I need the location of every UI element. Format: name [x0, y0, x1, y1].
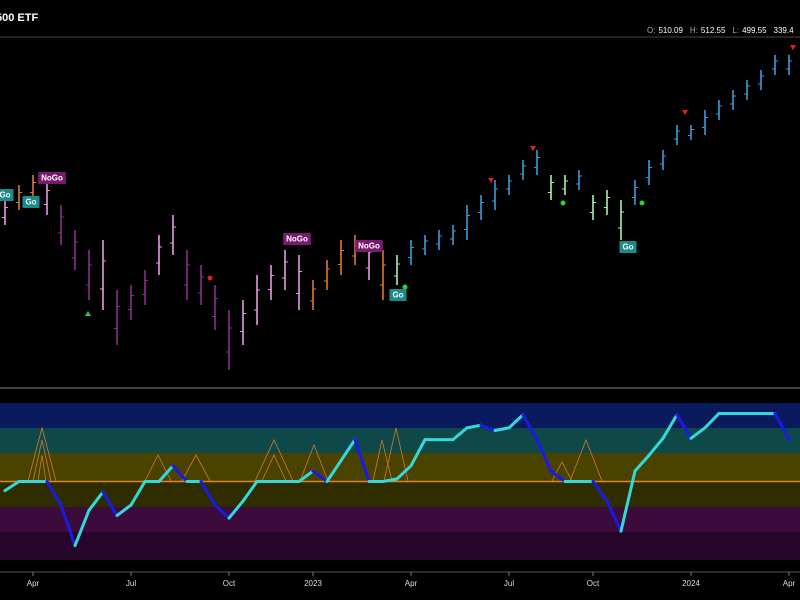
- band: [0, 428, 800, 453]
- squeeze-cones: [27, 426, 603, 482]
- oscillator-segment: [661, 413, 679, 440]
- oscillator-segment: [59, 503, 77, 548]
- signal-label: NoGo: [41, 174, 63, 183]
- oscillator-segment: [451, 426, 469, 442]
- field-label: L:: [732, 26, 739, 35]
- oscillator-segment: [227, 499, 245, 520]
- signal-badge: [355, 240, 383, 252]
- oscillator-segment: [157, 464, 175, 483]
- oscillator-segment: [591, 480, 609, 503]
- green-dot: [402, 284, 408, 290]
- oscillator-segment: [311, 469, 329, 483]
- oscillator-segment: [297, 469, 315, 483]
- oscillator-segment: [129, 480, 147, 507]
- x-tick-label: Apr: [27, 579, 40, 588]
- oscillator-segment: [87, 490, 105, 512]
- oscillator-segment: [703, 411, 721, 430]
- oscillator-segment: [73, 508, 91, 548]
- oscillator-segment: [101, 490, 119, 518]
- oscillator-segment: [465, 423, 483, 430]
- oscillator-segment: [171, 464, 189, 483]
- signal-label: Go: [622, 243, 633, 252]
- signal-badge: [38, 172, 66, 184]
- chart-title: 500 ETF: [0, 12, 38, 24]
- x-tick-label: Jul: [126, 579, 136, 588]
- green-dot: [639, 200, 645, 206]
- buy-triangle: [85, 311, 91, 316]
- oscillator-segment: [381, 477, 399, 483]
- oscillator-segment: [479, 423, 497, 432]
- oscillator-segment: [45, 480, 63, 507]
- x-tick-label: 2023: [304, 579, 322, 588]
- x-tick-label: Jul: [504, 579, 514, 588]
- oscillator-segment: [213, 503, 231, 520]
- oscillator-segment: [493, 426, 511, 432]
- oscillator-segment: [199, 480, 217, 507]
- oscillator-segment: [325, 459, 343, 483]
- oscillator-segment: [773, 411, 791, 442]
- oscillator-segment: [241, 480, 259, 503]
- signal-badge: [389, 289, 407, 301]
- x-tick-label: Apr: [783, 579, 796, 588]
- field-value: 499.55: [742, 26, 767, 35]
- band: [0, 507, 800, 532]
- oscillator-segment: [507, 413, 525, 430]
- field-value: 512.55: [701, 26, 726, 35]
- ohlc-header: O: 510.09 H: 512.55 L: 499.55 339.4: [647, 26, 794, 35]
- oscillator-segment: [675, 413, 693, 440]
- oscillator-segment: [521, 413, 539, 442]
- oscillator-segment: [353, 438, 371, 483]
- signal-badge: [0, 189, 14, 201]
- signal-label: NoGo: [286, 235, 308, 244]
- band: [0, 403, 800, 428]
- oscillator-segment: [339, 438, 357, 463]
- signal-badge: [22, 196, 40, 208]
- band: [0, 481, 800, 507]
- oscillator-segment: [549, 469, 567, 483]
- field-value: 339.4: [774, 26, 795, 35]
- green-dot: [560, 200, 566, 206]
- signal-badge: [619, 241, 637, 253]
- oscillator-segment: [409, 438, 427, 468]
- oscillator-segment: [633, 453, 651, 473]
- oscillator-segment: [3, 480, 21, 493]
- signal-label: Go: [0, 191, 11, 200]
- x-tick-label: 2024: [682, 579, 700, 588]
- oscillator-segment: [605, 499, 623, 533]
- field-label: O:: [647, 26, 655, 35]
- x-tick-label: Oct: [223, 579, 236, 588]
- oscillator-segment: [115, 503, 133, 518]
- x-tick-label: Oct: [587, 579, 600, 588]
- x-tick-label: Apr: [405, 579, 418, 588]
- signal-markers: [85, 45, 796, 316]
- oscillator-segment: [395, 464, 413, 481]
- field-label: H:: [690, 26, 698, 35]
- field-value: 510.09: [658, 26, 683, 35]
- cone: [27, 426, 57, 482]
- signal-badge: [283, 233, 311, 245]
- cone: [254, 439, 329, 482]
- signal-label: Go: [25, 198, 36, 207]
- signal-label: Go: [392, 291, 403, 300]
- red-dot: [207, 275, 213, 281]
- oscillator-segment: [647, 436, 665, 457]
- cone: [372, 427, 409, 482]
- oscillator-segment: [535, 438, 553, 473]
- signal-label: NoGo: [358, 242, 380, 251]
- oscillator-segment: [689, 426, 707, 440]
- oscillator-segment: [619, 469, 637, 533]
- band: [0, 532, 800, 560]
